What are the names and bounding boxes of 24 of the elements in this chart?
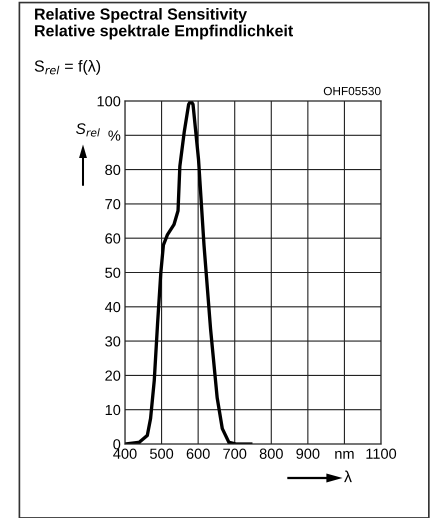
chart-title: Relative Spectral Sensitivity Relative spektrale Empfindlichkeit (35, 8, 293, 40)
y-tick-label: 10 (106, 404, 120, 416)
chart-subtitle: S$_{rel}$ = f(λ) (34, 60, 100, 75)
y-tick-label: 50 (105, 268, 120, 278)
y-tick-label: 100 (98, 96, 120, 106)
x-axis-title: λ (344, 470, 352, 482)
x-tick-label: 500 (150, 448, 174, 459)
x-tick-label: 1100 (366, 448, 396, 459)
x-tick-label: 900 (296, 448, 320, 459)
x-tick-label: nm (335, 450, 354, 459)
x-tick-label: 800 (260, 448, 283, 459)
y-tick-label: 40 (104, 302, 120, 312)
y-tick-label: 70 (105, 199, 120, 210)
y-tick-label: 60 (105, 233, 120, 244)
x-tick-label: 600 (186, 448, 210, 459)
y-tick-label: % (108, 130, 120, 141)
x-tick-label: 400 (113, 448, 137, 459)
y-tick-label: 0 (113, 439, 120, 450)
y-tick-label: 20 (105, 370, 120, 381)
x-tick-label: 700 (223, 448, 246, 459)
y-tick-label: 30 (105, 336, 120, 347)
text: OHF05530 (324, 86, 381, 96)
y-axis-title: S$_{rel}$ (76, 123, 100, 137)
y-tick-label: 80 (105, 164, 120, 176)
